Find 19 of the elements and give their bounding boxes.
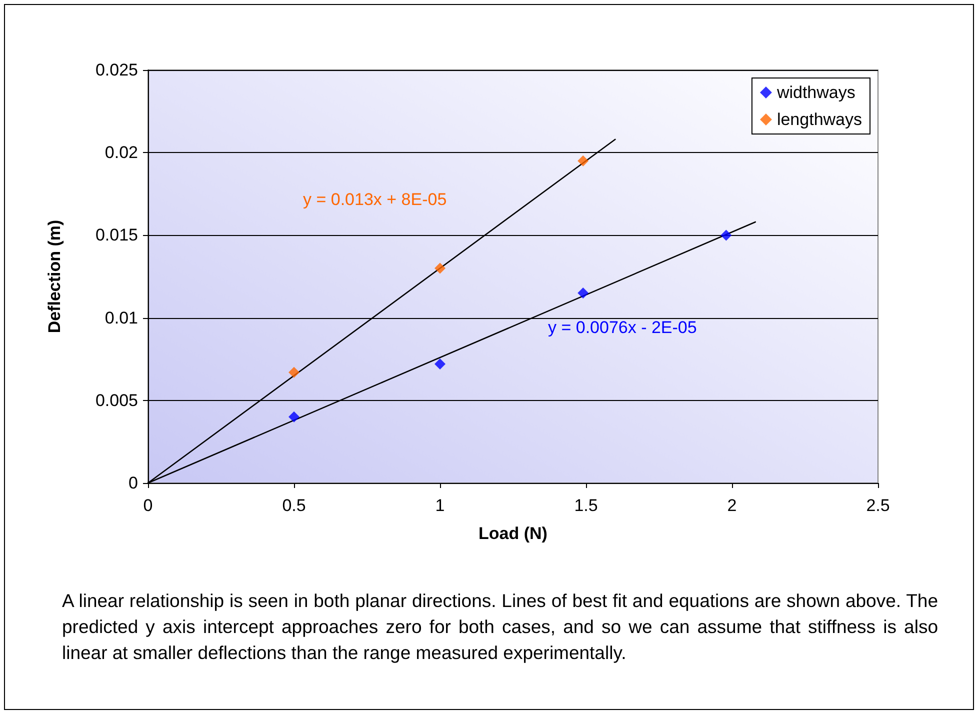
legend-label: widthways <box>776 83 856 102</box>
legend-label: lengthways <box>776 110 862 129</box>
x-axis-title: Load (N) <box>478 524 548 543</box>
x-tick-label: 1.5 <box>574 496 598 515</box>
y-tick-label: 0.005 <box>95 390 138 410</box>
y-tick-label: 0 <box>128 474 138 492</box>
y-tick-label: 0.02 <box>104 143 138 162</box>
x-tick-label: 0 <box>143 496 153 515</box>
y-tick-label: 0.015 <box>95 226 138 245</box>
y-axis-title: Deflection (m) <box>45 220 64 334</box>
annotation: y = 0.0076x - 2E-05 <box>548 318 697 337</box>
x-tick-label: 0.5 <box>282 496 306 515</box>
y-tick-label: 0.01 <box>104 308 138 328</box>
x-tick-label: 1 <box>435 496 445 515</box>
text: A linear relationship is seen in both planar directions. Lines of best fit and equations are shown above. The predicted y axis intercept approaches zero for both cases, and so we can assume that stiffness is also linear at smaller deflections than the range measured experimentally. <box>62 589 938 665</box>
x-tick-label: 2.5 <box>866 496 890 515</box>
x-tick-label: 2 <box>727 496 737 515</box>
y-tick-label: 0.025 <box>95 60 138 80</box>
annotation: y = 0.013x + 8E-05 <box>303 190 447 209</box>
